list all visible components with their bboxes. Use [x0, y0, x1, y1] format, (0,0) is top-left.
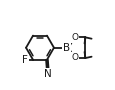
Text: N: N: [44, 69, 52, 79]
Text: B: B: [62, 43, 69, 53]
Text: F: F: [22, 55, 28, 65]
Text: O: O: [70, 33, 78, 42]
Text: O: O: [70, 53, 78, 62]
